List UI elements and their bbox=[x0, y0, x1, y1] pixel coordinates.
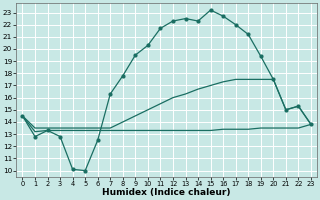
X-axis label: Humidex (Indice chaleur): Humidex (Indice chaleur) bbox=[102, 188, 231, 197]
